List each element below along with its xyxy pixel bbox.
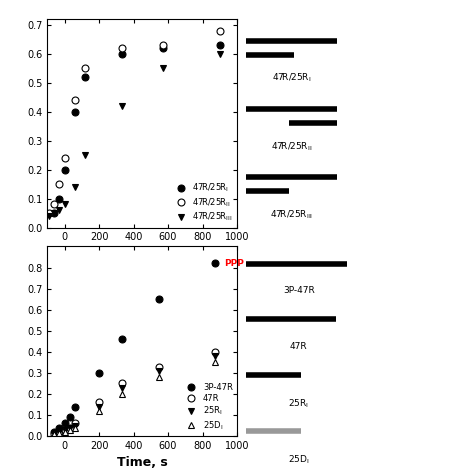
X-axis label: Time, s: Time, s [117,248,168,261]
47R/25R$_\mathrm{I}$ [72,109,78,115]
47R [156,364,162,369]
47R/25R$_\mathrm{III}$ [217,51,223,56]
3P-47R [67,414,73,420]
Text: 47R/25R$_\mathrm{I}$: 47R/25R$_\mathrm{I}$ [272,72,312,84]
Legend: 3P-47R, 47R, 25R$_\mathrm{I}$, 25D$_\mathrm{I}$: 3P-47R, 47R, 25R$_\mathrm{I}$, 25D$_\mat… [183,383,233,432]
47R/25R$_\mathrm{II}$ [72,97,78,103]
25R$_\mathrm{I}$ [72,423,78,428]
47R/25R$_\mathrm{I}$ [62,167,67,173]
25R$_\mathrm{I}$ [156,368,162,374]
Text: 47R: 47R [290,342,308,351]
47R/25R$_\mathrm{II}$ [56,181,62,187]
Text: 25R$_\mathrm{I}$: 25R$_\mathrm{I}$ [289,397,309,410]
Line: 25R$_\mathrm{I}$: 25R$_\mathrm{I}$ [51,353,218,438]
3P-47R [118,337,124,342]
47R [118,381,124,386]
47R/25R$_\mathrm{II}$ [118,45,124,51]
25D$_\mathrm{I}$ [156,374,162,380]
47R/25R$_\mathrm{II}$ [46,210,52,216]
Line: 25D$_\mathrm{I}$: 25D$_\mathrm{I}$ [51,359,218,438]
47R/25R$_\mathrm{III}$ [52,210,57,216]
47R/25R$_\mathrm{I}$ [82,74,88,80]
47R/25R$_\mathrm{I}$ [217,42,223,48]
47R/25R$_\mathrm{II}$ [52,201,57,207]
47R [72,420,78,426]
47R/25R$_\mathrm{I}$ [52,210,57,216]
47R/25R$_\mathrm{I}$ [118,51,124,56]
Text: 25D$_\mathrm{I}$: 25D$_\mathrm{I}$ [288,453,310,465]
25D$_\mathrm{I}$ [62,429,67,435]
47R [56,429,62,435]
3P-47R [212,261,218,266]
3P-47R [56,425,62,430]
Legend: 47R/25R$_\mathrm{I}$, 47R/25R$_\mathrm{II}$, 47R/25R$_\mathrm{III}$: 47R/25R$_\mathrm{I}$, 47R/25R$_\mathrm{I… [173,182,233,223]
25D$_\mathrm{I}$ [96,408,102,414]
Text: 47R/25R$_\mathrm{III}$: 47R/25R$_\mathrm{III}$ [270,209,314,221]
25R$_\mathrm{I}$ [118,385,124,391]
25R$_\mathrm{I}$ [56,429,62,435]
25R$_\mathrm{I}$ [62,427,67,433]
47R [212,349,218,355]
47R/25R$_\mathrm{III}$ [82,152,88,158]
25D$_\mathrm{I}$ [56,430,62,436]
Line: 47R: 47R [51,348,218,438]
Line: 47R/25R$_\mathrm{II}$: 47R/25R$_\mathrm{II}$ [46,27,223,217]
3P-47R [156,296,162,302]
Line: 47R/25R$_\mathrm{III}$: 47R/25R$_\mathrm{III}$ [46,50,223,219]
47R [67,425,73,430]
25D$_\mathrm{I}$ [67,427,73,433]
47R/25R$_\mathrm{III}$ [160,65,166,71]
X-axis label: Time, s: Time, s [117,456,168,469]
Text: 47R/25R$_\mathrm{II}$: 47R/25R$_\mathrm{II}$ [271,140,313,153]
47R [96,400,102,405]
47R/25R$_\mathrm{III}$ [118,103,124,109]
47R/25R$_\mathrm{III}$ [46,213,52,219]
47R/25R$_\mathrm{III}$ [62,201,67,207]
Text: 3P-47R: 3P-47R [283,286,315,295]
47R/25R$_\mathrm{I}$ [160,45,166,51]
25R$_\mathrm{I}$ [96,404,102,410]
25D$_\mathrm{I}$ [52,431,57,437]
47R/25R$_\mathrm{III}$ [56,207,62,213]
25R$_\mathrm{I}$ [52,431,57,437]
47R/25R$_\mathrm{I}$ [56,196,62,201]
47R/25R$_\mathrm{II}$ [82,65,88,71]
Line: 47R/25R$_\mathrm{I}$: 47R/25R$_\mathrm{I}$ [51,42,223,217]
47R [62,427,67,433]
47R/25R$_\mathrm{III}$ [72,184,78,190]
25D$_\mathrm{I}$ [118,391,124,397]
47R [52,431,57,437]
Line: 3P-47R: 3P-47R [51,260,218,435]
47R/25R$_\mathrm{II}$ [217,27,223,33]
3P-47R [96,370,102,376]
3P-47R [52,429,57,435]
25R$_\mathrm{I}$ [67,425,73,430]
25D$_\mathrm{I}$ [212,359,218,365]
47R/25R$_\mathrm{II}$ [160,42,166,48]
3P-47R [62,420,67,426]
Text: PPP: PPP [224,259,244,268]
25D$_\mathrm{I}$ [72,425,78,430]
47R/25R$_\mathrm{II}$ [62,155,67,161]
25R$_\mathrm{I}$ [212,353,218,359]
3P-47R [72,404,78,410]
